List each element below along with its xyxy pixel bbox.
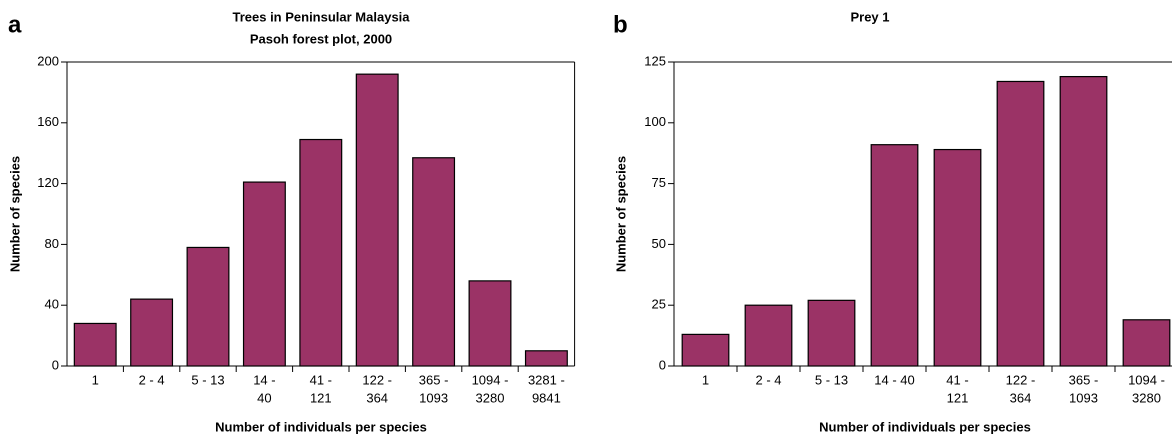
x-tick-label: 121 [310, 390, 332, 405]
x-tick-label: 364 [1010, 390, 1032, 405]
y-axis-title: Number of species [7, 156, 22, 272]
y-tick-label: 80 [45, 236, 59, 251]
y-tick-label: 0 [659, 357, 666, 372]
y-tick-label: 0 [52, 357, 59, 372]
bar [355, 73, 399, 367]
x-tick-label: 41 - [310, 372, 332, 387]
x-tick-label: 1 [92, 372, 99, 387]
x-axis-title: Number of individuals per species [819, 419, 1031, 434]
y-tick-label: 25 [652, 297, 666, 312]
x-tick-label: 1093 [419, 390, 448, 405]
x-tick-label: 2 - 4 [755, 372, 781, 387]
x-axis-title: Number of individuals per species [215, 419, 427, 434]
y-tick-label: 75 [652, 175, 666, 190]
bar [412, 157, 456, 367]
bar [468, 280, 512, 367]
panel-label: b [613, 11, 628, 38]
y-tick-label: 200 [37, 53, 59, 68]
chart-subtitle: Pasoh forest plot, 2000 [250, 31, 392, 46]
bar [681, 333, 730, 367]
x-tick-label: 40 [257, 390, 271, 405]
bar [744, 304, 793, 367]
bar [299, 138, 343, 367]
chart-title: Prey 1 [850, 9, 889, 24]
x-tick-label: 365 - [1069, 372, 1099, 387]
bar [73, 322, 117, 367]
x-tick-label: 365 - [419, 372, 449, 387]
panel-label: a [8, 11, 22, 38]
bar [524, 350, 568, 367]
chart-title: Trees in Peninsular Malaysia [232, 9, 410, 24]
y-tick-label: 160 [37, 114, 59, 129]
x-tick-label: 3280 [1132, 390, 1161, 405]
y-tick-label: 125 [644, 53, 666, 68]
x-tick-label: 122 - [362, 372, 392, 387]
y-tick-label: 120 [37, 175, 59, 190]
x-tick-label: 3280 [476, 390, 505, 405]
x-tick-label: 1094 - [472, 372, 509, 387]
bar [186, 246, 230, 367]
x-tick-label: 121 [947, 390, 969, 405]
bar [933, 148, 982, 367]
y-tick-label: 50 [652, 236, 666, 251]
y-tick-label: 100 [644, 114, 666, 129]
x-tick-label: 3281 - [528, 372, 565, 387]
x-tick-label: 1094 - [1128, 372, 1165, 387]
bar [242, 181, 286, 367]
x-tick-label: 14 - 40 [874, 372, 914, 387]
bar [807, 299, 856, 367]
x-tick-label: 1 [702, 372, 709, 387]
x-tick-label: 14 - [253, 372, 275, 387]
y-axis-title: Number of species [613, 156, 628, 272]
x-tick-label: 41 - [946, 372, 968, 387]
bar [1122, 319, 1171, 367]
x-tick-label: 9841 [532, 390, 561, 405]
bar [130, 298, 174, 367]
bar [870, 144, 919, 367]
x-tick-label: 1093 [1069, 390, 1098, 405]
x-tick-label: 5 - 13 [191, 372, 224, 387]
bar [1059, 75, 1108, 367]
x-tick-label: 122 - [1006, 372, 1036, 387]
x-tick-label: 2 - 4 [139, 372, 165, 387]
x-tick-label: 364 [366, 390, 388, 405]
bar [996, 80, 1045, 367]
y-tick-label: 40 [45, 297, 59, 312]
x-tick-label: 5 - 13 [815, 372, 848, 387]
